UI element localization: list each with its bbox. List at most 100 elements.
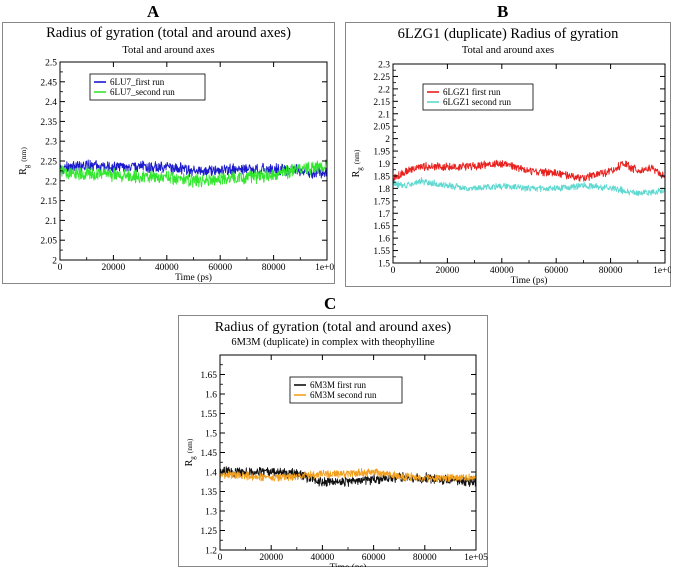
x-tick-label: 1e+05 xyxy=(653,266,671,276)
x-tick-label: 20000 xyxy=(436,266,460,276)
legend-label-1: 6LU7_first run xyxy=(110,77,165,87)
legend-label-2: 6M3M second run xyxy=(310,390,377,400)
y-tick-label: 1.9 xyxy=(378,160,390,170)
y-tick-label: 2.05 xyxy=(40,237,57,247)
y-tick-label: 1.65 xyxy=(200,371,217,381)
chart-subtitle: Total and around axes xyxy=(462,45,554,56)
y-tick-label: 1.25 xyxy=(200,527,217,537)
y-tick-label: 2.5 xyxy=(45,59,57,69)
y-axis-label: Rg (nm) xyxy=(18,147,31,175)
y-tick-label: 1.5 xyxy=(378,260,390,270)
x-tick-label: 20000 xyxy=(259,553,283,563)
x-tick-label: 40000 xyxy=(311,553,335,563)
y-axis-label: Rg (nm) xyxy=(184,438,197,466)
y-tick-label: 2.1 xyxy=(378,110,390,120)
y-tick-label: 2 xyxy=(52,257,57,267)
y-tick-label: 2.15 xyxy=(373,98,390,108)
y-axis-label-unit: (nm) xyxy=(352,149,361,164)
series-line-2 xyxy=(220,467,476,483)
y-tick-label: 1.6 xyxy=(205,391,217,401)
chart-subtitle: 6M3M (duplicate) in complex with theophy… xyxy=(231,337,435,348)
y-axis-label: Rg (nm) xyxy=(351,149,364,177)
y-tick-label: 1.45 xyxy=(200,449,217,459)
panel-label-a: A xyxy=(147,2,160,21)
chart-title: 6LZG1 (duplicate) Radius of gyration xyxy=(398,26,619,42)
y-tick-label: 1.75 xyxy=(373,197,390,207)
y-axis-label-unit: (nm) xyxy=(185,438,194,453)
y-axis-label-main: R xyxy=(18,168,29,175)
x-tick-label: 40000 xyxy=(490,266,514,276)
series-line-2 xyxy=(60,159,327,188)
series-line-1 xyxy=(60,159,327,179)
y-tick-label: 1.3 xyxy=(205,508,217,518)
y-tick-label: 2 xyxy=(385,135,390,145)
y-axis-label-main: R xyxy=(184,459,195,466)
legend-box xyxy=(89,73,206,101)
y-axis-label-main: R xyxy=(351,170,362,177)
x-tick-label: 40000 xyxy=(155,263,179,273)
x-tick-label: 20000 xyxy=(102,263,126,273)
y-axis-label-unit: (nm) xyxy=(19,147,28,162)
panel-label-b: B xyxy=(497,2,509,21)
panel-label-c: C xyxy=(324,294,337,313)
chart-title: Radius of gyration (total and around axe… xyxy=(46,25,291,41)
legend-box xyxy=(289,376,403,404)
y-tick-label: 2.15 xyxy=(40,197,57,207)
y-axis-label-sub: g xyxy=(356,167,364,171)
chart-panel-a: Radius of gyration (total and around axe… xyxy=(2,22,335,284)
series-line-1 xyxy=(393,159,665,182)
y-tick-label: 1.6 xyxy=(378,235,390,245)
chart-frame xyxy=(2,22,335,284)
y-tick-label: 1.65 xyxy=(373,222,390,232)
y-tick-label: 1.55 xyxy=(373,247,390,257)
y-tick-label: 2.45 xyxy=(40,78,57,88)
x-tick-label: 1e+05 xyxy=(315,263,335,273)
y-tick-label: 2.2 xyxy=(45,177,57,187)
y-tick-label: 1.95 xyxy=(373,148,390,158)
y-tick-label: 2.05 xyxy=(373,123,390,133)
x-tick-label: 60000 xyxy=(544,266,568,276)
y-tick-label: 2.25 xyxy=(373,73,390,83)
y-tick-label: 1.5 xyxy=(205,430,217,440)
chart-frame xyxy=(178,315,488,567)
y-axis-label-sub: g xyxy=(23,164,31,168)
chart-frame xyxy=(345,22,671,287)
x-tick-label: 80000 xyxy=(413,553,437,563)
y-tick-label: 1.4 xyxy=(205,469,217,479)
y-tick-label: 1.35 xyxy=(200,488,217,498)
x-axis-label: Time (ps) xyxy=(175,272,212,283)
y-tick-label: 2.4 xyxy=(45,98,57,108)
x-tick-label: 0 xyxy=(218,553,223,563)
y-tick-label: 2.3 xyxy=(378,61,390,71)
plot-area xyxy=(60,159,327,188)
y-tick-label: 2.3 xyxy=(45,138,57,148)
plot-area xyxy=(220,466,476,487)
x-tick-label: 1e+05 xyxy=(464,553,488,563)
chart-subtitle: Total and around axes xyxy=(122,45,214,56)
x-tick-label: 80000 xyxy=(599,266,623,276)
chart-panel-b: 6LZG1 (duplicate) Radius of gyration Tota… xyxy=(345,22,671,287)
y-tick-label: 2.25 xyxy=(40,158,57,168)
x-tick-label: 80000 xyxy=(262,263,286,273)
y-tick-label: 1.8 xyxy=(378,185,390,195)
chart-panel-c: Radius of gyration (total and around axe… xyxy=(178,315,488,567)
y-tick-label: 2.35 xyxy=(40,118,57,128)
plot-area xyxy=(393,159,665,197)
x-tick-label: 60000 xyxy=(208,263,232,273)
legend-box xyxy=(422,83,534,111)
y-tick-label: 2.2 xyxy=(378,85,390,95)
series-line-2 xyxy=(393,177,665,197)
x-axis-label: Time (ps) xyxy=(330,562,367,567)
x-tick-label: 0 xyxy=(58,263,63,273)
x-axis-label: Time (ps) xyxy=(511,275,548,286)
y-tick-label: 1.55 xyxy=(200,410,217,420)
y-tick-label: 2.1 xyxy=(45,217,57,227)
x-tick-label: 0 xyxy=(391,266,396,276)
legend-label-2: 6LU7_second run xyxy=(110,87,175,97)
y-axis-label-sub: g xyxy=(189,456,197,460)
legend-label-2: 6LGZ1 second run xyxy=(443,97,511,107)
y-tick-label: 1.2 xyxy=(205,547,217,557)
y-tick-label: 1.7 xyxy=(378,210,390,220)
chart-title: Radius of gyration (total and around axe… xyxy=(215,320,452,335)
x-tick-label: 60000 xyxy=(362,553,386,563)
